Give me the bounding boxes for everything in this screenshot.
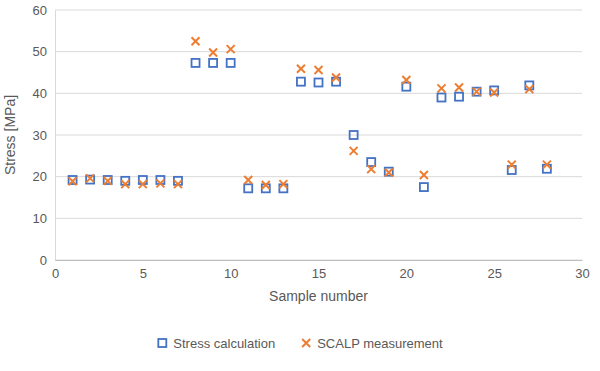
point — [473, 88, 481, 96]
point — [385, 169, 393, 177]
point — [473, 88, 481, 96]
point — [121, 180, 129, 188]
grid-line — [55, 176, 582, 177]
point — [350, 131, 358, 139]
x-axis-line — [56, 260, 583, 261]
point — [262, 181, 270, 189]
chart: 0 10 20 30 40 50 60 0 5 10 15 20 25 30 Sample number St… — [0, 0, 600, 371]
grid-line — [55, 93, 582, 94]
point — [86, 174, 94, 182]
point — [192, 59, 200, 67]
series-0 — [69, 59, 551, 192]
y-tick-label: 20 — [33, 169, 47, 184]
x-tick: 5 — [140, 260, 147, 281]
point — [385, 168, 393, 176]
legend-item: Stress calculation — [158, 336, 275, 351]
point — [315, 79, 323, 87]
x-tick: 20 — [400, 260, 414, 281]
point — [543, 161, 551, 169]
y-tick-label: 60 — [33, 3, 47, 18]
x-tick: 25 — [487, 260, 501, 281]
y-tick-label: 0 — [40, 253, 47, 268]
legend-label: Stress calculation — [173, 336, 275, 351]
y-tick: 50 — [33, 44, 55, 59]
grid-line — [55, 135, 582, 136]
point — [192, 37, 200, 45]
y-tick-label: 40 — [33, 86, 47, 101]
y-tick: 30 — [33, 128, 55, 143]
legend: Stress calculation SCALP measurement — [158, 336, 443, 351]
legend-item: SCALP measurement — [302, 336, 443, 351]
point — [279, 180, 287, 188]
x-tick: 0 — [52, 260, 59, 281]
point — [455, 84, 463, 92]
y-tick-label: 10 — [33, 211, 47, 226]
grid-line — [55, 51, 582, 52]
point — [420, 171, 428, 179]
point — [209, 49, 217, 57]
point — [139, 180, 147, 188]
plot-area — [69, 37, 551, 192]
point — [244, 184, 252, 192]
point — [367, 165, 375, 173]
point — [227, 45, 235, 53]
y-tick: 10 — [33, 211, 55, 226]
x-tick-label: 30 — [575, 266, 589, 281]
point — [69, 177, 77, 185]
series-1 — [69, 37, 551, 189]
grid — [55, 10, 582, 260]
y-tick: 20 — [33, 169, 55, 184]
point — [437, 84, 445, 92]
x-axis-title: Sample number — [269, 288, 368, 304]
legend-marker — [302, 339, 310, 347]
point — [174, 180, 182, 188]
y-tick-label: 30 — [33, 128, 47, 143]
point — [104, 176, 112, 184]
x-tick-label: 15 — [312, 266, 326, 281]
x-axis: 0 5 10 15 20 25 30 — [52, 260, 590, 281]
point — [104, 177, 112, 185]
point — [420, 183, 428, 191]
y-axis: 0 10 20 30 40 50 60 — [33, 3, 56, 268]
point — [508, 161, 516, 169]
x-tick-label: 10 — [224, 266, 238, 281]
point — [437, 94, 445, 102]
grid-line — [55, 218, 582, 219]
y-axis-line — [55, 11, 56, 261]
point — [455, 93, 463, 101]
point — [244, 176, 252, 184]
legend-label: SCALP measurement — [317, 336, 443, 351]
x-tick: 15 — [312, 260, 326, 281]
point — [332, 74, 340, 82]
x-tick: 10 — [224, 260, 238, 281]
point — [350, 147, 358, 155]
point — [297, 65, 305, 73]
grid-line — [55, 10, 582, 11]
y-tick-label: 50 — [33, 44, 47, 59]
x-tick: 30 — [575, 260, 589, 281]
y-tick: 60 — [33, 3, 55, 18]
point — [227, 59, 235, 67]
point — [402, 76, 410, 84]
x-tick-label: 20 — [400, 266, 414, 281]
y-axis-title: Stress [MPa] — [2, 95, 18, 175]
x-tick-label: 0 — [52, 266, 59, 281]
point — [297, 78, 305, 86]
point — [525, 85, 533, 93]
point — [315, 66, 323, 74]
point — [156, 179, 164, 187]
y-tick: 40 — [33, 86, 55, 101]
point — [490, 89, 498, 97]
grid-line — [55, 260, 582, 261]
point — [209, 59, 217, 67]
x-tick-label: 5 — [140, 266, 147, 281]
x-tick-label: 25 — [487, 266, 501, 281]
point — [367, 158, 375, 166]
legend-marker — [158, 339, 166, 347]
